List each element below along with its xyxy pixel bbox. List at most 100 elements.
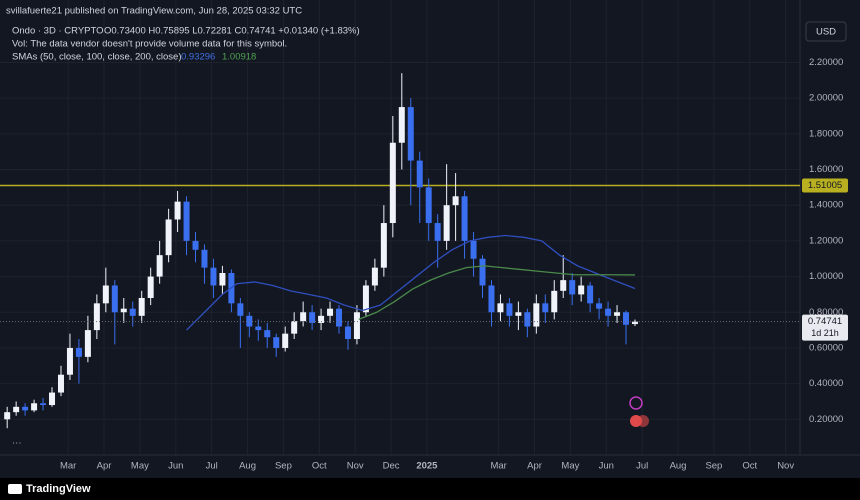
symbol: Ondo · 3D · CRYPTO (12, 26, 104, 37)
x-tick-label: Mar (60, 461, 76, 472)
candle-body (93, 303, 100, 331)
y-tick-label: 1.00000 (809, 271, 843, 282)
y-tick-label: 1.60000 (809, 164, 843, 175)
candle-body (344, 326, 351, 340)
level-label: 1.51005 (808, 180, 842, 191)
candle-body (389, 142, 396, 224)
candle-body (174, 201, 181, 220)
x-tick-label: 2025 (416, 461, 438, 472)
event-icon[interactable] (637, 415, 649, 427)
candle-body (416, 160, 423, 188)
candle-body (210, 267, 217, 286)
candle-body (120, 308, 127, 313)
candle-body (470, 240, 477, 259)
candle-body (31, 403, 38, 411)
candle-body (380, 223, 387, 268)
candle-body (443, 205, 450, 241)
y-tick-label: 1.40000 (809, 200, 843, 211)
countdown: 1d 21h (811, 328, 839, 338)
y-tick-label: 0.80000 (809, 307, 843, 318)
candle-body (40, 403, 47, 406)
x-tick-label: Nov (777, 461, 794, 472)
ohlc: O0.73400 H0.75895 L0.72281 C0.74741 +0.0… (104, 26, 360, 37)
candle-body (398, 107, 405, 143)
level-label-box (802, 178, 848, 193)
candle-body (13, 406, 20, 413)
candle-body (219, 273, 226, 286)
candle-body (336, 308, 343, 327)
candle-body (371, 267, 378, 286)
x-tick-label: Jun (168, 461, 183, 472)
x-tick-label: Sep (705, 461, 722, 472)
candle-body (111, 285, 118, 313)
currency-box[interactable] (805, 21, 847, 42)
x-tick-label: Dec (383, 461, 400, 472)
candle-body (102, 285, 109, 304)
currency[interactable]: USD (816, 27, 836, 38)
candle-body (362, 285, 369, 313)
candle-body (255, 326, 262, 331)
candle-body (407, 107, 414, 161)
y-tick-label: 0.20000 (809, 414, 843, 425)
candle-body (434, 223, 441, 241)
candle-body (506, 303, 513, 316)
candle-body (614, 312, 621, 316)
candle-body (264, 330, 271, 338)
candle-body (49, 392, 56, 406)
x-tick-label: Mar (490, 461, 506, 472)
sma-value: 1.00918 (222, 52, 256, 63)
candle-body (596, 303, 603, 309)
candle-body (631, 321, 638, 325)
brand-logo (8, 484, 22, 494)
x-tick-label: Aug (239, 461, 256, 472)
candle-body (156, 255, 163, 277)
x-tick-label: Aug (670, 461, 687, 472)
y-tick-label: 2.20000 (809, 57, 843, 68)
candle-body (533, 303, 540, 327)
sma-line (186, 234, 636, 331)
candle-body (22, 406, 29, 411)
candle-body (282, 333, 289, 348)
plot (0, 73, 800, 429)
candle-body (84, 330, 91, 357)
candle-body (309, 312, 316, 323)
candle-body (129, 308, 136, 316)
candle-body (273, 337, 280, 348)
grid (0, 0, 800, 455)
candle-body (147, 276, 154, 298)
x-tick-label: Apr (97, 461, 112, 472)
candle-body (237, 303, 244, 316)
candle-body (291, 321, 298, 334)
more-dots[interactable]: ··· (12, 438, 22, 449)
candle-body (300, 312, 307, 322)
candle-body (497, 303, 504, 313)
candle-body (452, 196, 459, 206)
x-tick-label: Oct (742, 461, 757, 472)
x-tick-label: Jul (206, 461, 218, 472)
x-tick-label: Nov (347, 461, 364, 472)
candle-body (542, 303, 549, 313)
candle-body (587, 285, 594, 304)
candle-body (327, 308, 334, 316)
x-tick-label: May (131, 461, 149, 472)
event-icon[interactable] (629, 396, 643, 410)
candle-body (605, 308, 612, 316)
footer (0, 478, 860, 500)
y-tick-label: 0.60000 (809, 342, 843, 353)
candle-body (461, 196, 468, 241)
candle-body (578, 285, 585, 295)
candle-body (75, 347, 82, 357)
candle-body (138, 297, 145, 316)
sma-line (358, 265, 635, 320)
candle-body (569, 280, 576, 295)
brand: TradingView (26, 483, 91, 495)
x-tick-label: Jun (599, 461, 614, 472)
candle-body (192, 240, 199, 250)
x-tick-label: Jul (636, 461, 648, 472)
y-tick-label: 1.80000 (809, 128, 843, 139)
sma-label: SMAs (50, close, 100, close, 200, close) (12, 52, 182, 63)
candle-body (165, 219, 172, 256)
y-tick-label: 1.20000 (809, 235, 843, 246)
x-tick-label: May (561, 461, 579, 472)
